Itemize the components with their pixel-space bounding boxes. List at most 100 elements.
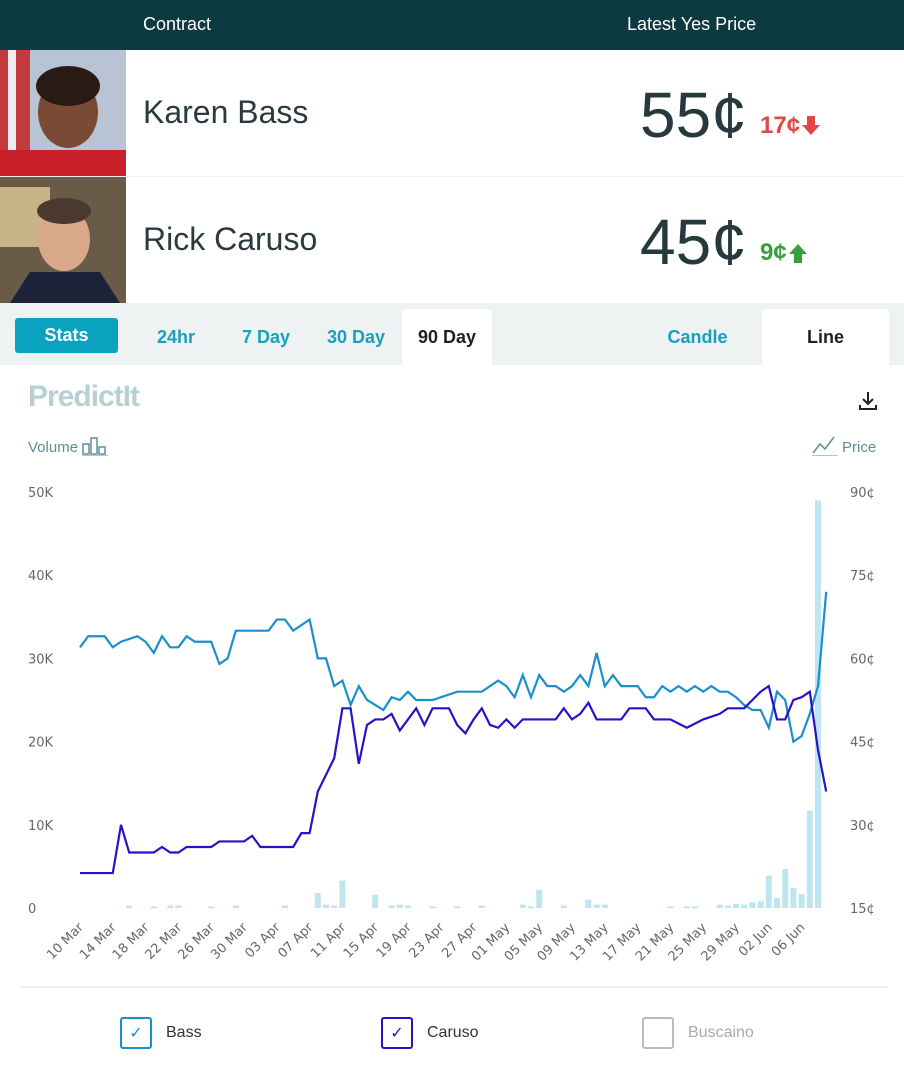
volume-bar (593, 904, 600, 908)
price-label: Price (842, 439, 877, 456)
volume-tick-label: 10K (28, 819, 54, 834)
volume-label: Volume (28, 439, 79, 456)
volume-bar (733, 903, 739, 908)
line-chart-icon (812, 436, 838, 456)
volume-bar (314, 893, 321, 908)
volume-bar (692, 906, 698, 909)
volume-bar (757, 901, 764, 908)
caruso-photo (0, 177, 126, 303)
tab-candle[interactable]: Candle (667, 326, 728, 347)
volume-bar (806, 810, 813, 908)
volume-bar (683, 906, 690, 909)
volume-bar (601, 904, 608, 908)
volume-bar (560, 905, 567, 908)
volume-bar (339, 880, 346, 908)
volume-bar (749, 902, 756, 908)
volume-bar (405, 905, 411, 908)
volume-axis-label: Volume (28, 436, 109, 456)
price-tick-label: 15¢ (850, 902, 875, 917)
volume-bar (519, 904, 526, 908)
x-tick-label: 30 Mar (208, 920, 251, 963)
volume-bar (126, 905, 133, 908)
price-change: 17¢ (760, 112, 821, 140)
volume-bar (724, 905, 731, 908)
x-tick-label: 06 Jun (769, 920, 809, 960)
predictit-logo: PredictIt (28, 380, 140, 413)
price-tick-label: 30¢ (850, 819, 875, 834)
volume-bar (528, 906, 534, 909)
x-tick-label: 02 Jun (736, 920, 776, 960)
x-tick-label: 19 Apr (374, 920, 416, 962)
divider (20, 986, 888, 988)
arrow-down-icon (802, 116, 821, 135)
contract-name: Karen Bass (143, 94, 309, 130)
volume-bar (782, 868, 789, 908)
bar-chart-icon (82, 437, 109, 456)
latest-price-header: Latest Yes Price (627, 14, 757, 34)
price-change: 9¢ (760, 239, 807, 267)
legend-caruso[interactable]: ✓ Caruso (381, 1017, 479, 1049)
price-tick-label: 75¢ (850, 569, 875, 584)
volume-bar (331, 905, 338, 908)
price-tick-label: 45¢ (850, 736, 875, 751)
volume-bar (774, 898, 780, 908)
tab-7-day[interactable]: 7 Day (241, 326, 291, 347)
x-tick-label: 15 Apr (341, 920, 383, 962)
legend-label: Buscaino (688, 1024, 754, 1041)
stats-button[interactable]: Stats (15, 318, 118, 353)
volume-bar (232, 905, 239, 908)
volume-bar (815, 500, 821, 908)
table-header: Contract Latest Yes Price (0, 0, 904, 50)
contract-row-caruso[interactable]: Rick Caruso 45¢ 9¢ (0, 177, 904, 304)
download-icon[interactable] (858, 390, 878, 412)
contract-price: 55¢ (640, 79, 747, 151)
series-line-bass (79, 591, 828, 744)
checkbox-unchecked[interactable] (642, 1017, 674, 1049)
bass-photo (0, 50, 126, 176)
volume-bar (208, 906, 215, 909)
tab-30-day[interactable]: 30 Day (326, 326, 386, 347)
arrow-up-icon (788, 244, 807, 263)
volume-bar (741, 904, 748, 908)
volume-bar (323, 904, 329, 908)
legend-bass[interactable]: ✓ Bass (120, 1017, 202, 1049)
tab-90-day[interactable]: 90 Day (402, 309, 492, 365)
tab-line[interactable]: Line (762, 309, 889, 365)
volume-bar (167, 905, 174, 908)
chart-tabs: Stats 24hr 7 Day 30 Day 90 Day Candle Li… (0, 303, 904, 365)
checkbox-checked[interactable]: ✓ (381, 1017, 413, 1049)
volume-tick-label: 0 (28, 902, 36, 917)
volume-bar (429, 906, 436, 909)
volume-tick-label: 40K (28, 569, 54, 584)
volume-bar (396, 904, 403, 908)
volume-bar (585, 899, 592, 908)
x-tick-label: 23 Apr (406, 920, 448, 962)
volume-bar (667, 906, 674, 909)
volume-bar (388, 905, 395, 908)
legend-label: Caruso (427, 1024, 479, 1041)
volume-bar (150, 906, 157, 909)
contract-row-bass[interactable]: Karen Bass 55¢ 17¢ (0, 50, 904, 177)
volume-bar (765, 875, 772, 908)
price-axis-label: Price (812, 436, 876, 456)
volume-bar (372, 894, 379, 908)
contract-header: Contract (143, 14, 212, 34)
contract-price: 45¢ (640, 206, 747, 278)
x-tick-label: 07 Apr (275, 920, 317, 962)
volume-tick-label: 30K (28, 652, 54, 667)
volume-bar (282, 905, 288, 908)
legend-buscaino[interactable]: Buscaino (642, 1017, 754, 1049)
volume-bar (536, 889, 543, 908)
volume-bar (175, 905, 182, 908)
volume-bar (454, 906, 461, 909)
volume-tick-label: 50K (28, 486, 54, 501)
checkbox-checked[interactable]: ✓ (120, 1017, 152, 1049)
tab-24hr[interactable]: 24hr (156, 326, 196, 347)
x-tick-label: 11 Apr (308, 920, 350, 962)
price-change-value: 9¢ (760, 239, 787, 266)
volume-bar (790, 888, 797, 908)
price-tick-label: 90¢ (850, 486, 875, 501)
volume-bar (798, 893, 805, 908)
volume-bar (716, 904, 723, 908)
